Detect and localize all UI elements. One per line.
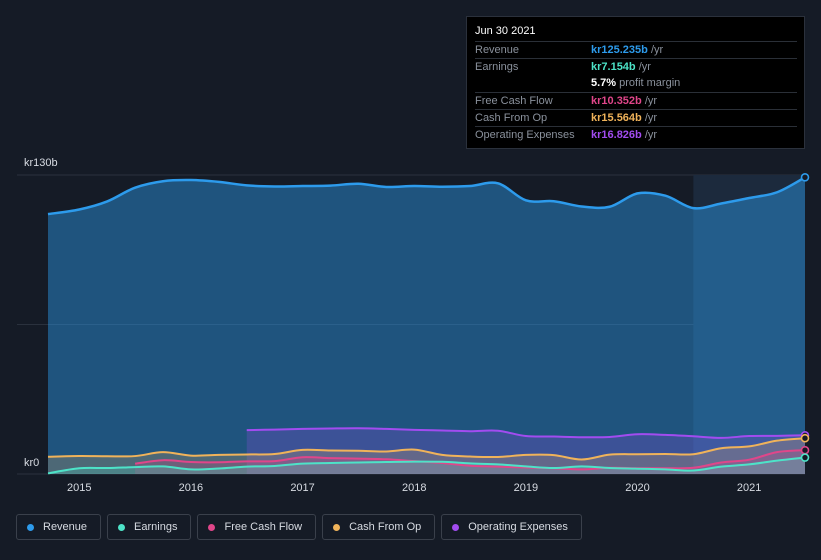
series-area-free-cash-flow	[135, 450, 805, 474]
legend-dot-icon	[208, 523, 216, 531]
series-endpoint-free-cash-flow	[800, 445, 810, 455]
legend-item-earnings[interactable]: Earnings	[107, 514, 192, 540]
tooltip-row-value: kr7.154b /yr	[591, 61, 651, 73]
series-area-revenue	[48, 177, 805, 475]
legend-dot-icon	[27, 523, 34, 531]
legend-dot-icon	[333, 523, 341, 531]
legend-dot-icon	[118, 523, 126, 531]
legend-label: Cash From Op	[349, 521, 422, 533]
tooltip-panel: Jun 30 2021 Revenue kr125.235b /yr Earning…	[466, 16, 805, 149]
tooltip-row-value: 5.7% profit margin	[591, 77, 681, 89]
series-area-earnings	[48, 457, 805, 474]
x-tick-label: 2019	[514, 482, 538, 494]
tooltip-row-label: Operating Expenses	[475, 129, 575, 141]
x-tick-label: 2017	[290, 482, 314, 494]
series-areas	[48, 177, 805, 475]
tooltip-row: Cash From Op kr15.564b /yr	[475, 109, 797, 127]
legend-item-cash-from-op[interactable]: Cash From Op	[322, 514, 436, 540]
series-endpoint-earnings	[800, 453, 810, 462]
x-tick-label: 2020	[625, 482, 649, 494]
x-tick-label: 2018	[402, 482, 426, 494]
legend-item-free-cash-flow[interactable]: Free Cash Flow	[197, 514, 317, 540]
tooltip-row: 5.7% profit margin	[475, 75, 797, 92]
x-tick-label: 2015	[67, 482, 91, 494]
legend-item-operating-expenses[interactable]: Operating Expenses	[441, 514, 582, 540]
tooltip-row-label: Free Cash Flow	[475, 95, 553, 107]
tooltip-date: Jun 30 2021	[475, 25, 536, 37]
series-lines	[47, 176, 806, 475]
legend-label: Free Cash Flow	[224, 521, 303, 533]
tooltip-row-value: kr15.564b /yr	[591, 112, 658, 124]
series-endpoint-revenue	[800, 173, 810, 182]
series-line-revenue	[47, 176, 806, 216]
tooltip-row-label: Earnings	[475, 61, 519, 73]
tooltip-row: Revenue kr125.235b /yr	[475, 41, 797, 59]
series-line-earnings	[47, 456, 806, 475]
tooltip-row: Operating Expenses kr16.826b /yr	[475, 126, 797, 144]
tooltip-row: Earnings kr7.154b /yr	[475, 58, 797, 76]
legend-label: Revenue	[43, 521, 88, 533]
x-axis-ticks: 2015 2016 2017 2018 2019 2020 2021	[67, 482, 761, 494]
tooltip-row-value: kr10.352b /yr	[591, 95, 658, 107]
tooltip-row-value: kr16.826b /yr	[591, 129, 658, 141]
highlight-band	[693, 175, 805, 474]
legend-label: Earnings	[134, 521, 178, 533]
legend-item-revenue[interactable]: Revenue	[16, 514, 102, 540]
y-axis-top-label: kr130b	[24, 157, 58, 169]
series-endpoints	[800, 173, 810, 462]
tooltip-row-value: kr125.235b /yr	[591, 44, 664, 56]
legend-dot-icon	[452, 523, 460, 531]
series-endpoint-cash-from-op	[800, 433, 810, 443]
tooltip-row-label: Cash From Op	[475, 112, 548, 124]
x-tick-label: 2016	[179, 482, 203, 494]
series-line-cash-from-op	[47, 437, 806, 461]
series-line-operating-expenses	[246, 427, 806, 439]
legend-label: Operating Expenses	[468, 521, 568, 533]
x-tick-label: 2021	[737, 482, 761, 494]
series-area-cash-from-op	[48, 438, 805, 474]
y-axis-bottom-label: kr0	[24, 457, 39, 469]
chart-canvas: kr130b kr0 2015 2016 2017 2018 2019 2020 2021	[17, 157, 810, 494]
series-line-free-cash-flow	[134, 449, 806, 471]
grid-lines	[17, 174, 805, 475]
tooltip-row: Free Cash Flow kr10.352b /yr	[475, 92, 797, 110]
legend: Revenue Earnings Free Cash Flow Cash From O…	[16, 514, 582, 542]
tooltip-row-label: Revenue	[475, 44, 520, 56]
